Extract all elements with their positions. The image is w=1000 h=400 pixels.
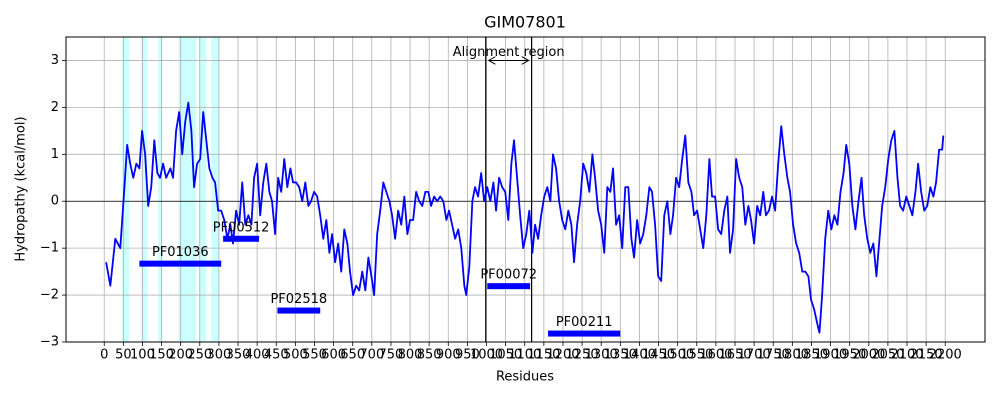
y-axis-label: Hydropathy (kcal/mol) [14,116,29,261]
y-tick-label: −2 [40,288,59,303]
x-tick-label: 1950 [833,348,866,363]
x-tick-label: 1500 [661,348,694,363]
x-tick-label: 1150 [527,348,560,363]
x-tick-label: 1700 [738,348,771,363]
domain-label: PF00512 [213,220,270,235]
x-tick-label: 950 [455,348,480,363]
y-tick-label: 0 [51,194,59,209]
x-tick-label: 1850 [795,348,828,363]
y-tick-label: 1 [51,147,59,162]
domain-bar [487,283,531,290]
x-tick-label: 500 [283,348,308,363]
x-tick-label: 850 [417,348,442,363]
x-tick-label: 1900 [814,348,847,363]
x-tick-label: 2050 [871,348,904,363]
highlight-span [178,37,197,342]
hydropathy-line [105,101,945,334]
x-tick-label: 1350 [604,348,637,363]
x-tick-label: 550 [302,348,327,363]
domain-bar [139,260,222,267]
domain-label: PF00211 [556,315,613,330]
domain-bar [277,307,321,314]
x-tick-label: 750 [379,348,404,363]
x-tick-label: 100 [130,348,155,363]
x-tick-label: 1800 [776,348,809,363]
domain-label: PF01036 [152,245,209,260]
y-tick-label: −1 [40,241,59,256]
x-tick-label: 1300 [585,348,618,363]
x-tick-label: 1050 [489,348,522,363]
x-tick-label: 1450 [642,348,675,363]
x-tick-label: 650 [340,348,365,363]
x-tick-label: 0 [100,348,108,363]
y-tick-label: 3 [51,53,59,68]
x-tick-label: 450 [264,348,289,363]
x-axis-label: Residues [496,370,554,385]
x-tick-label: 1400 [623,348,656,363]
highlight-span [122,37,130,342]
x-tick-label: 1000 [470,348,503,363]
chart-title: GIM07801 [484,13,566,32]
x-tick-label: 2150 [910,348,943,363]
x-tick-label: 200 [168,348,193,363]
x-tick-label: 800 [398,348,423,363]
x-tick-label: 250 [187,348,212,363]
x-tick-label: 150 [149,348,174,363]
x-tick-label: 350 [226,348,251,363]
x-tick-label: 1250 [566,348,599,363]
y-tick-label: −3 [40,335,59,350]
x-tick-label: 600 [321,348,346,363]
domain-bar [548,330,621,337]
x-tick-label: 400 [245,348,270,363]
x-tick-label: 2200 [929,348,962,363]
x-tick-label: 2000 [852,348,885,363]
x-tick-label: 1600 [699,348,732,363]
x-tick-label: 50 [115,348,132,363]
y-tick-label: 2 [51,100,59,115]
domain-bar [223,235,260,242]
highlight-span [199,37,207,342]
domain-label: PF02518 [270,292,327,307]
x-tick-label: 2100 [890,348,923,363]
x-tick-label: 1100 [508,348,541,363]
x-tick-label: 1550 [680,348,713,363]
domain-label: PF00072 [480,268,537,283]
highlight-span [141,37,148,342]
x-tick-label: 1200 [546,348,579,363]
x-tick-label: 1750 [757,348,790,363]
x-tick-label: 900 [436,348,461,363]
x-tick-label: 700 [359,348,384,363]
highlight-span [158,37,163,342]
x-tick-label: 300 [206,348,231,363]
x-tick-label: 1650 [718,348,751,363]
plot-frame [65,36,986,343]
alignment-label: Alignment region [453,45,565,60]
